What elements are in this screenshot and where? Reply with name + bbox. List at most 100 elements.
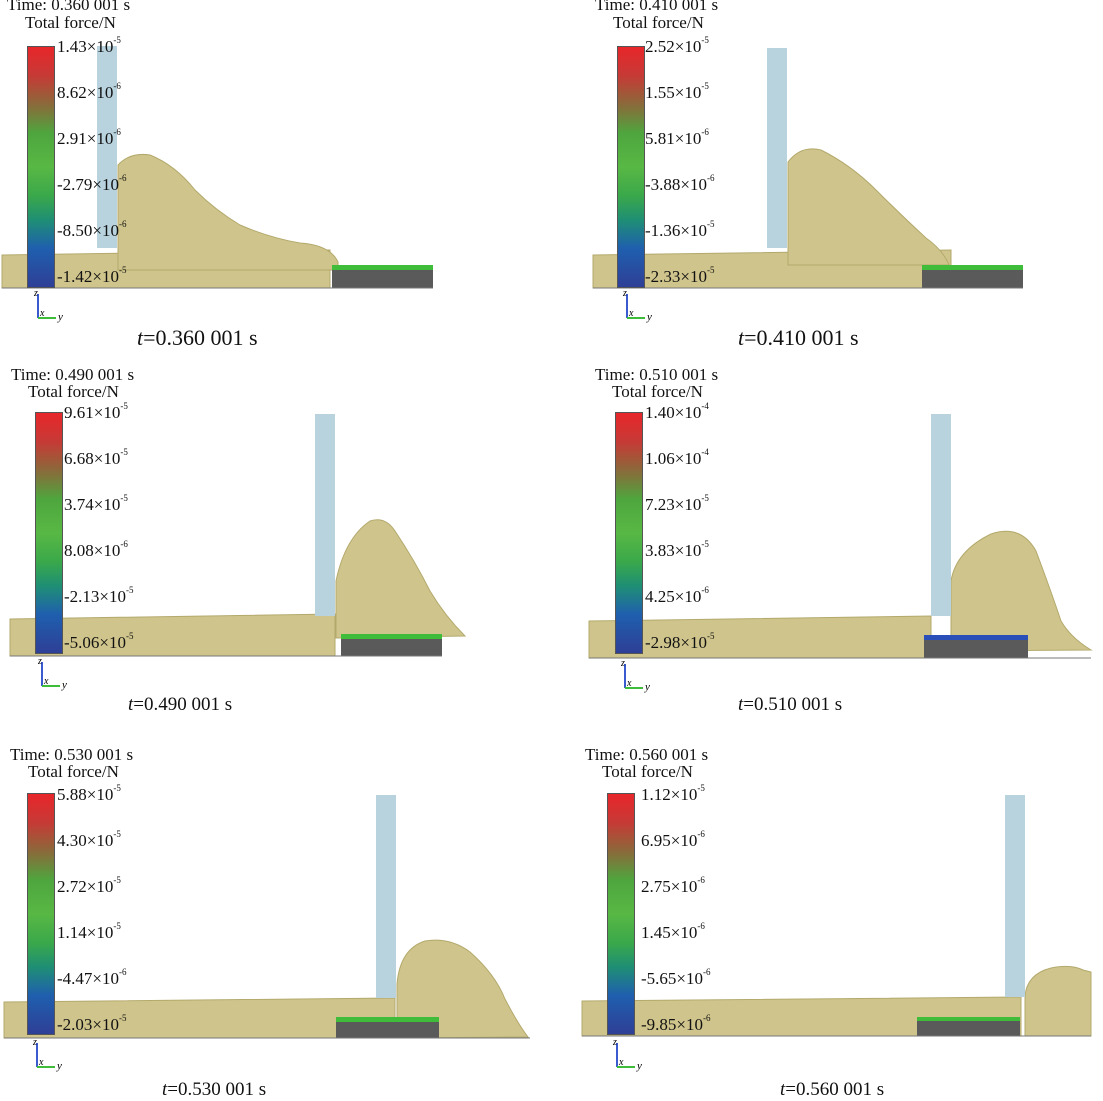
axis-label-x: x (628, 308, 634, 319)
scale-tick-6: -1.42×10-5 (57, 265, 127, 286)
force-label: Total force/N (613, 13, 704, 32)
sim-scene-5 (3, 795, 530, 1039)
axis-triad-icon: z x y (617, 658, 657, 694)
force-label: Total force/N (28, 762, 119, 781)
time-label: Time: 0.490 001 s (11, 365, 135, 384)
obstacle-block (341, 638, 442, 656)
axis-label-z: z (620, 658, 625, 669)
sim-panel-2: Time: 0.410 001 s Total force/N 2.52×10-… (551, 0, 1103, 366)
scale-tick-6: -2.33×10-5 (645, 265, 715, 286)
scale-tick-1: 1.40×10-4 (645, 401, 709, 422)
sim-scene-2 (592, 48, 1023, 289)
axis-label-z: z (37, 656, 42, 667)
axis-label-z: z (33, 288, 38, 299)
sim-panel-3: Time: 0.490 001 s Total force/N 9.61×10-… (0, 366, 551, 734)
axis-label-z: z (622, 288, 627, 299)
scale-tick-1: 1.43×10-5 (57, 35, 121, 56)
granular-pile (787, 148, 950, 266)
scale-tick-1: 2.52×10-5 (645, 35, 709, 56)
scale-tick-6: -2.03×10-5 (57, 1013, 127, 1034)
scale-tick-2: 1.55×10-5 (645, 81, 709, 102)
contact-layer (341, 634, 442, 639)
obstacle-block (922, 268, 1023, 288)
force-label: Total force/N (612, 382, 703, 401)
scale-tick-5: -5.65×10-6 (641, 967, 711, 988)
sim-scene-4 (588, 414, 1093, 659)
contact-layer (922, 265, 1023, 270)
scale-tick-3: 5.81×10-6 (645, 127, 709, 148)
axis-label-y: y (57, 311, 63, 323)
scale-tick-2: 8.62×10-6 (57, 81, 121, 102)
sim-scene-1 (1, 46, 433, 289)
force-label: Total force/N (28, 382, 119, 401)
scale-tick-4: -2.79×10-6 (57, 173, 127, 194)
color-scale-bar (615, 412, 643, 654)
panel-caption: t=0.360 001 s (137, 325, 258, 350)
panel-caption: t=0.560 001 s (780, 1079, 885, 1100)
scale-tick-5: 4.25×10-6 (645, 585, 709, 606)
time-label: Time: 0.410 001 s (595, 0, 719, 14)
axis-label-y: y (636, 1060, 642, 1072)
sim-scene-3 (9, 414, 467, 657)
axis-label-z: z (612, 1037, 617, 1048)
color-scale-bar (27, 46, 55, 288)
scale-tick-5: -4.47×10-6 (57, 967, 127, 988)
color-scale-bar (617, 46, 645, 288)
scale-tick-4: 1.14×10-5 (57, 921, 121, 942)
scale-tick-4: 8.08×10-6 (64, 539, 128, 560)
sim-panel-1: Time: 0.360 001 s Total force/N 1.43×10-… (0, 0, 551, 366)
scale-tick-2: 6.95×10-6 (641, 829, 705, 850)
axis-triad-icon: z x y (609, 1037, 649, 1073)
axis-label-x: x (39, 308, 45, 319)
scale-tick-2: 1.06×10-4 (645, 447, 709, 468)
obstacle-block (917, 1020, 1020, 1036)
obstacle-block (332, 268, 433, 288)
scale-tick-1: 1.12×10-5 (641, 783, 705, 804)
scale-tick-6: -5.06×10-5 (64, 631, 134, 652)
gate (97, 46, 117, 248)
gate (931, 414, 951, 616)
contact-layer (332, 265, 433, 270)
axis-triad-icon: z x y (34, 656, 74, 692)
scale-tick-5: -8.50×10-6 (57, 219, 127, 240)
scale-tick-5: -2.13×10-5 (64, 585, 134, 606)
axis-label-x: x (626, 678, 632, 689)
sim-panel-4: Time: 0.510 001 s Total force/N 1.40×10-… (551, 366, 1103, 734)
scale-tick-2: 4.30×10-5 (57, 829, 121, 850)
axis-label-x: x (618, 1057, 624, 1068)
obstacle-block (924, 639, 1028, 658)
scale-tick-4: -3.88×10-6 (645, 173, 715, 194)
gate (315, 414, 335, 616)
panel-caption: t=0.530 001 s (162, 1079, 267, 1100)
scale-tick-4: 1.45×10-6 (641, 921, 705, 942)
axis-label-x: x (43, 676, 49, 687)
time-label: Time: 0.510 001 s (595, 365, 719, 384)
granular-pile (396, 939, 530, 1039)
axis-label-y: y (644, 681, 650, 693)
scale-tick-1: 9.61×10-5 (64, 401, 128, 422)
sim-panel-5: Time: 0.530 001 s Total force/N 5.88×10-… (0, 734, 551, 1101)
scale-tick-4: 3.83×10-5 (645, 539, 709, 560)
time-label: Time: 0.360 001 s (7, 0, 131, 14)
sim-panel-6: Time: 0.560 001 s Total force/N 1.12×10-… (551, 734, 1103, 1101)
scale-tick-3: 2.72×10-5 (57, 875, 121, 896)
sim-scene-6 (581, 795, 1092, 1037)
axis-label-y: y (646, 311, 652, 323)
panel-caption: t=0.510 001 s (738, 694, 843, 715)
scale-tick-3: 2.91×10-6 (57, 127, 121, 148)
scale-tick-6: -2.98×10-5 (645, 631, 715, 652)
color-scale-bar (27, 793, 55, 1035)
contact-layer (924, 635, 1028, 640)
time-label: Time: 0.560 001 s (585, 745, 709, 764)
granular-pile (1024, 965, 1092, 1037)
color-scale-bar (35, 412, 63, 654)
granular-pile (335, 519, 467, 639)
gate (767, 48, 787, 248)
contact-layer (336, 1017, 439, 1022)
axis-triad-icon: z x y (29, 1037, 69, 1073)
scale-tick-3: 2.75×10-6 (641, 875, 705, 896)
scale-tick-3: 3.74×10-5 (64, 493, 128, 514)
scale-tick-2: 6.68×10-5 (64, 447, 128, 468)
granular-pile (117, 154, 339, 271)
axis-triad-icon: z x y (619, 288, 659, 324)
